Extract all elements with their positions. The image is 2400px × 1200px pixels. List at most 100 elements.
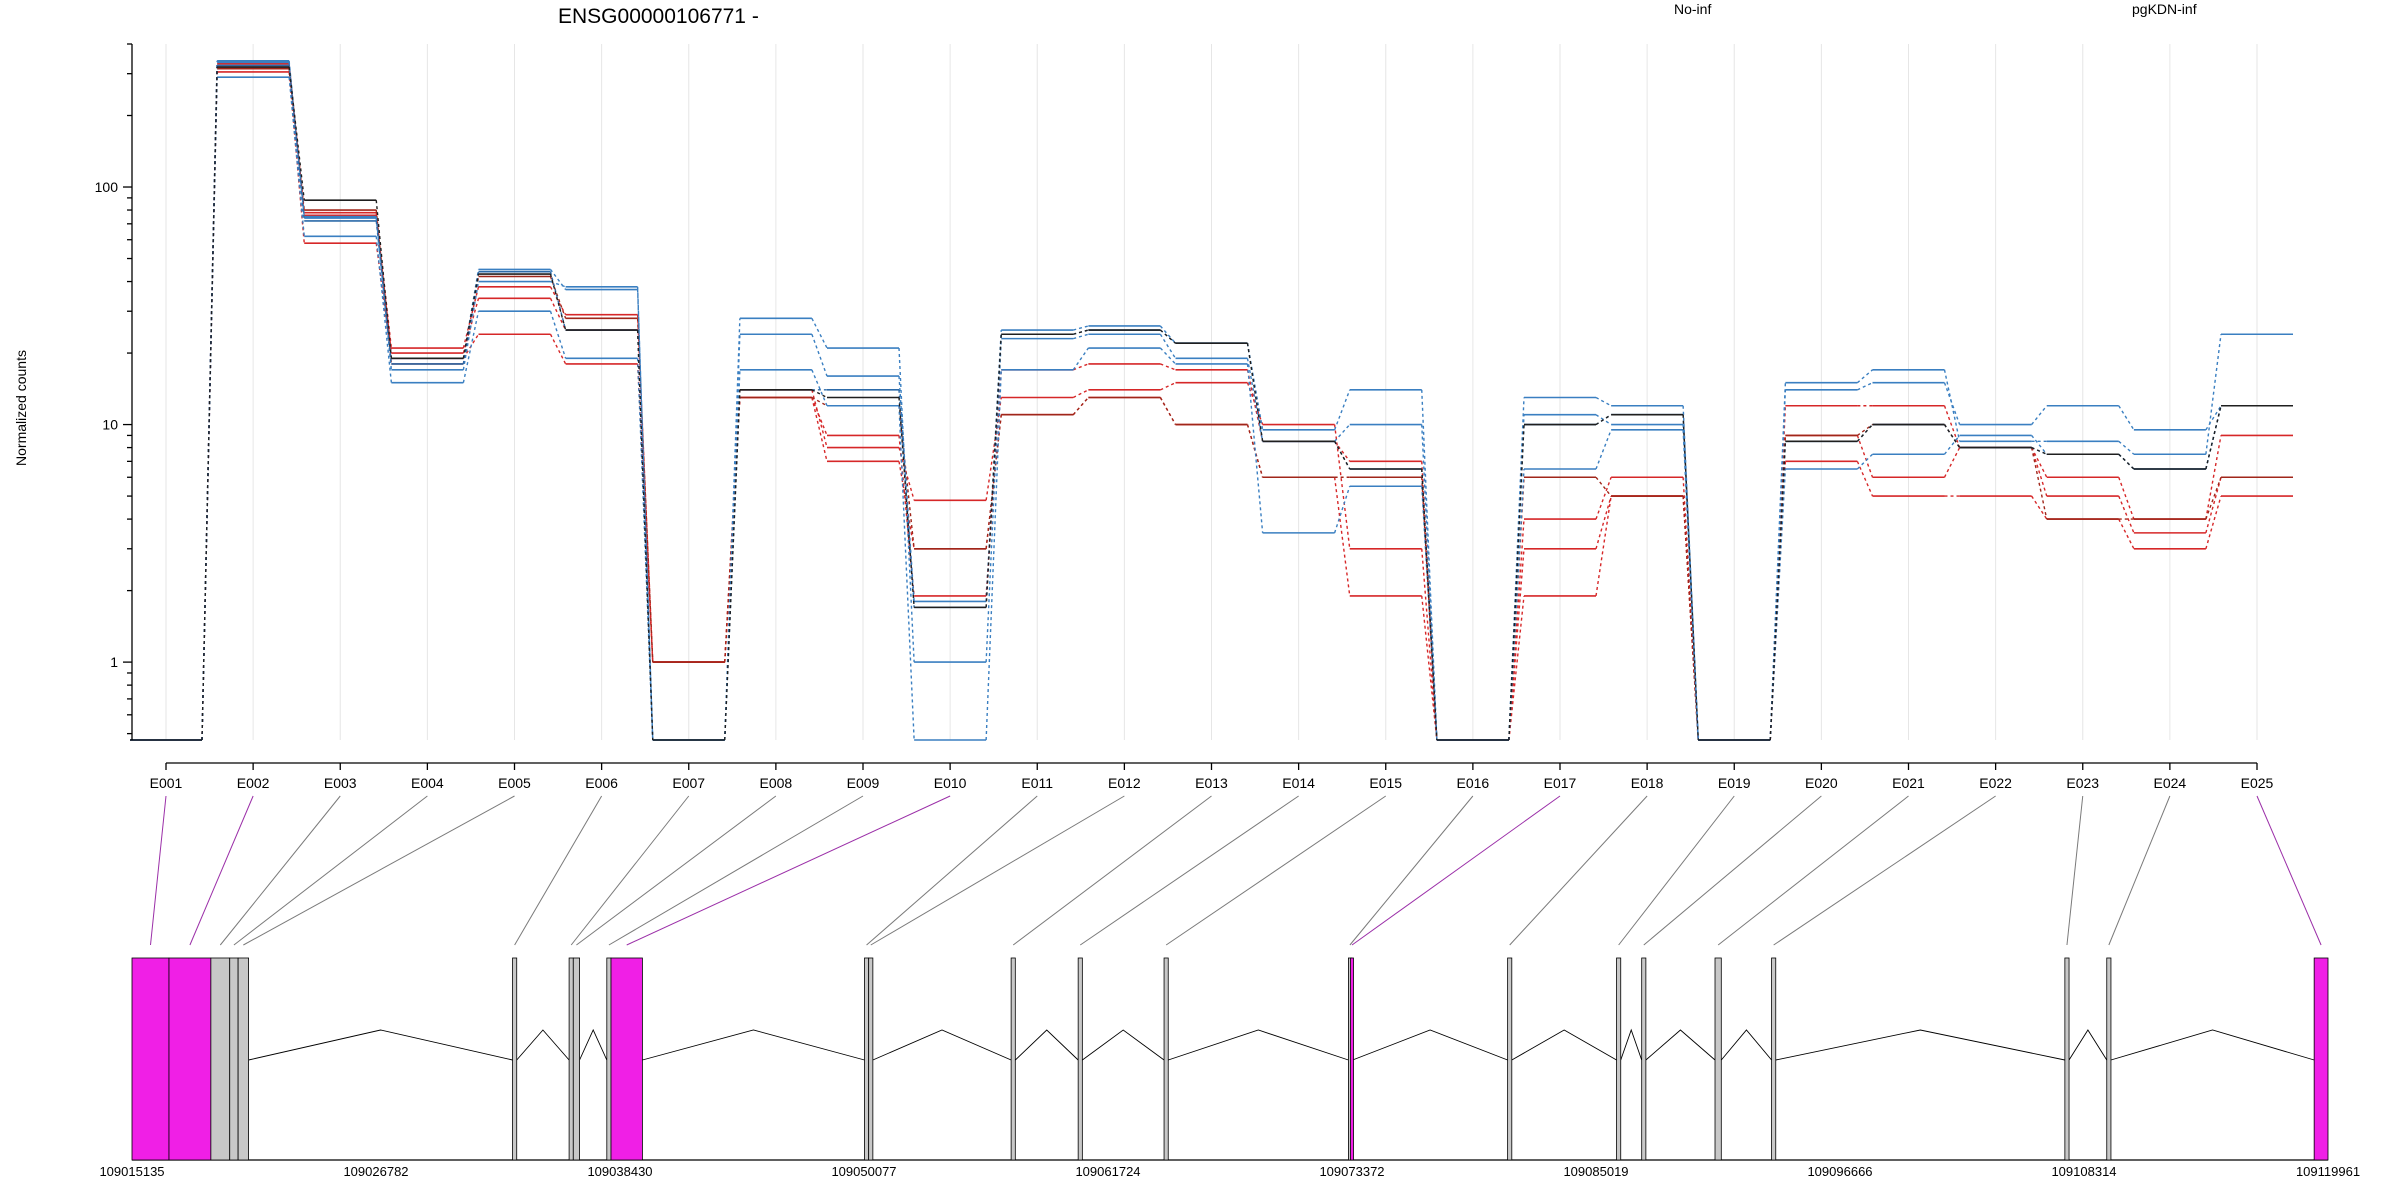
intron-line bbox=[1645, 1029, 1716, 1061]
x-tick-label: E007 bbox=[672, 775, 705, 791]
coordinate-label: 109073372 bbox=[1319, 1164, 1384, 1179]
series-connector bbox=[1769, 382, 1787, 741]
series-connector bbox=[549, 333, 567, 365]
intron-line bbox=[1015, 1029, 1079, 1061]
x-tick-label: E023 bbox=[2066, 775, 2099, 791]
series-connector bbox=[636, 314, 654, 663]
series-connector bbox=[2030, 447, 2048, 520]
exon-connector bbox=[576, 795, 777, 946]
x-tick-label: E009 bbox=[847, 775, 880, 791]
intron-line bbox=[2110, 1029, 2315, 1061]
series-connector bbox=[1943, 369, 1961, 442]
series-connector bbox=[1508, 468, 1525, 741]
series-connector bbox=[1072, 389, 1089, 399]
x-tick-label: E013 bbox=[1195, 775, 1228, 791]
exon-connector bbox=[149, 795, 167, 946]
coordinate-label: 109050077 bbox=[831, 1164, 896, 1179]
intron-line bbox=[1620, 1028, 1643, 1061]
series-connector bbox=[1769, 441, 1787, 741]
exon-box bbox=[864, 957, 870, 1161]
exon-connector bbox=[219, 795, 341, 946]
exon-connector bbox=[2256, 795, 2322, 946]
y-axis-title: Normalized counts bbox=[13, 350, 29, 466]
x-tick-label: E017 bbox=[1544, 775, 1577, 791]
x-tick-label: E004 bbox=[411, 775, 444, 791]
series-connector bbox=[1943, 434, 1961, 455]
exon-connector bbox=[1349, 795, 1474, 946]
series-connector bbox=[1246, 343, 1264, 442]
exon-connector bbox=[1012, 795, 1212, 946]
axes: 1 10 100 E001 E002 E003 E004 E005 E006 E007 E008 E0… bbox=[95, 43, 2274, 791]
series-connector bbox=[811, 369, 828, 407]
series-connector bbox=[288, 62, 305, 217]
x-tick-label: E011 bbox=[1021, 775, 1053, 791]
exon-connector bbox=[1618, 795, 1735, 946]
exon-connector bbox=[866, 795, 1038, 946]
x-tick-label: E014 bbox=[1282, 775, 1315, 791]
y-tick-label: 100 bbox=[95, 179, 119, 195]
series-connector bbox=[811, 397, 828, 462]
exon-box bbox=[1010, 957, 1016, 1161]
exon-connector bbox=[626, 795, 951, 946]
intron-line bbox=[1082, 1029, 1165, 1061]
exon-box bbox=[2313, 957, 2329, 1161]
series-connector bbox=[1856, 369, 1873, 384]
coordinate-label: 109096666 bbox=[1807, 1164, 1872, 1179]
series-connector bbox=[2205, 435, 2222, 520]
series-line bbox=[130, 66, 2293, 741]
exon-connector bbox=[570, 795, 690, 946]
x-tick-label: E001 bbox=[150, 775, 183, 791]
exon-connector bbox=[1079, 795, 1299, 946]
series-connector bbox=[1682, 414, 1699, 741]
series-connector bbox=[1421, 461, 1438, 741]
exon-box bbox=[2064, 957, 2070, 1161]
exon-connector bbox=[2066, 795, 2084, 946]
coordinate-label: 109085019 bbox=[1563, 1164, 1628, 1179]
series-connector bbox=[1943, 424, 1961, 448]
series-connector bbox=[1160, 382, 1176, 391]
x-tick-label: E015 bbox=[1369, 775, 1402, 791]
exon-box bbox=[606, 957, 612, 1161]
series-connector bbox=[2205, 477, 2222, 534]
series-connector bbox=[2205, 405, 2222, 431]
series-connector bbox=[1943, 382, 1961, 425]
series-connector bbox=[1595, 396, 1612, 407]
exon-connector bbox=[243, 795, 515, 946]
series-connector bbox=[636, 358, 654, 741]
series-connector bbox=[2118, 453, 2135, 470]
exon-box bbox=[237, 957, 249, 1161]
exon-connector bbox=[514, 795, 603, 946]
series-connector bbox=[1072, 347, 1089, 371]
exon-connector bbox=[1643, 795, 1822, 946]
series-connector bbox=[1595, 495, 1612, 549]
series-connector bbox=[2118, 453, 2135, 470]
series-connector bbox=[1421, 477, 1438, 741]
exon-box bbox=[512, 957, 518, 1161]
series-connector bbox=[1682, 496, 1699, 741]
series-connector bbox=[1943, 405, 1961, 448]
exon-box bbox=[2106, 957, 2112, 1161]
series-connector bbox=[1595, 476, 1612, 497]
series-connector bbox=[549, 268, 567, 291]
coordinate-label: 109015135 bbox=[99, 1164, 164, 1179]
series-connector bbox=[898, 405, 915, 741]
intron-line bbox=[1511, 1029, 1617, 1061]
coordinate-label: 109061724 bbox=[1075, 1164, 1140, 1179]
coordinate-label: 109026782 bbox=[343, 1164, 408, 1179]
series-connector bbox=[549, 286, 567, 316]
intron-line bbox=[1775, 1029, 2065, 1061]
x-tick-label: E024 bbox=[2154, 775, 2187, 791]
series-connector bbox=[2031, 434, 2048, 455]
series-connector bbox=[462, 273, 480, 359]
series-connector bbox=[1508, 397, 1525, 741]
intron-line bbox=[1168, 1029, 1349, 1061]
series-connector bbox=[1421, 548, 1438, 741]
series-connector bbox=[1160, 363, 1176, 371]
series-connector bbox=[1333, 424, 1351, 549]
exon-connector bbox=[189, 795, 254, 946]
series-connector bbox=[1595, 477, 1612, 520]
series-connector bbox=[2118, 453, 2135, 470]
series-connector bbox=[985, 369, 1002, 741]
series-connector bbox=[1246, 358, 1264, 442]
